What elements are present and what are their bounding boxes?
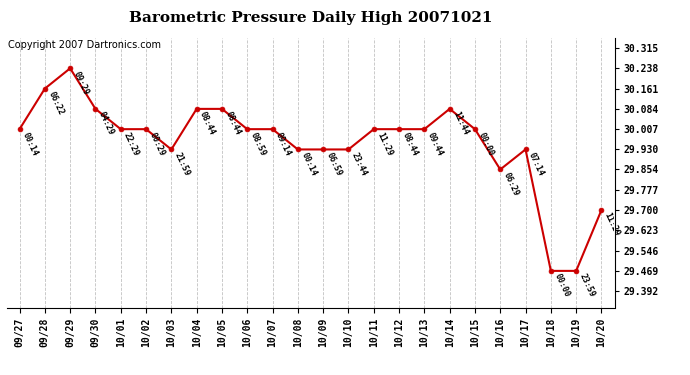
Text: 08:44: 08:44 <box>198 110 217 137</box>
Text: 08:44: 08:44 <box>224 110 242 137</box>
Text: 04:29: 04:29 <box>97 110 115 137</box>
Text: 22:29: 22:29 <box>122 130 141 157</box>
Text: 11:29: 11:29 <box>603 211 622 238</box>
Text: 11:44: 11:44 <box>451 110 470 137</box>
Text: 11:29: 11:29 <box>375 130 394 157</box>
Text: Barometric Pressure Daily High 20071021: Barometric Pressure Daily High 20071021 <box>129 11 492 25</box>
Text: 06:29: 06:29 <box>502 171 520 197</box>
Text: 09:29: 09:29 <box>72 70 90 96</box>
Text: 06:59: 06:59 <box>324 151 343 177</box>
Text: 06:22: 06:22 <box>46 90 65 117</box>
Text: 07:14: 07:14 <box>527 151 546 177</box>
Text: 23:59: 23:59 <box>578 272 596 299</box>
Text: 00:29: 00:29 <box>148 130 166 157</box>
Text: 00:14: 00:14 <box>299 151 318 177</box>
Text: 09:44: 09:44 <box>426 130 444 157</box>
Text: 08:59: 08:59 <box>248 130 267 157</box>
Text: 00:00: 00:00 <box>476 130 495 157</box>
Text: 00:00: 00:00 <box>552 272 571 299</box>
Text: 00:14: 00:14 <box>21 130 39 157</box>
Text: 08:44: 08:44 <box>400 130 419 157</box>
Text: 23:44: 23:44 <box>350 151 368 177</box>
Text: 21:59: 21:59 <box>172 151 191 177</box>
Text: Copyright 2007 Dartronics.com: Copyright 2007 Dartronics.com <box>8 40 161 50</box>
Text: 09:14: 09:14 <box>274 130 293 157</box>
